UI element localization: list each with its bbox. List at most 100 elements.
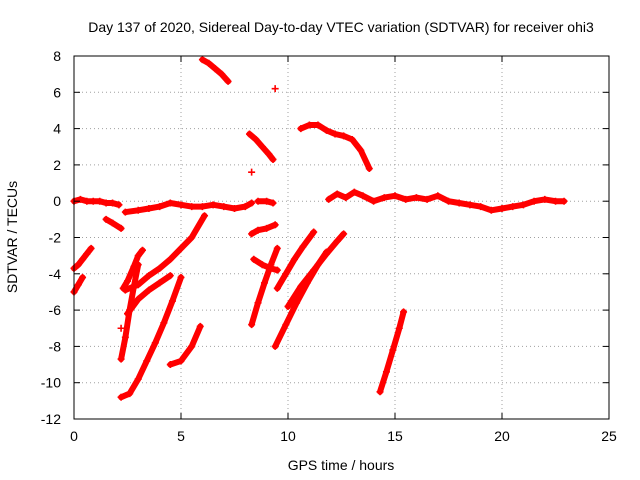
data-point [254,226,262,234]
data-point [134,252,142,260]
data-point [248,199,256,207]
x-tick-label: 10 [280,428,296,444]
data-point [273,266,281,274]
data-point [434,192,442,200]
data-point [121,286,129,294]
data-point [284,302,292,310]
series-rise-1.5-2.2 [102,215,125,232]
data-point [487,206,495,214]
data-point [258,261,266,269]
series-arc-6.0-7.2 [198,56,232,85]
data-point [297,125,305,133]
data-point [340,230,348,238]
data-point [126,390,134,398]
data-point [121,208,129,216]
data-point [445,197,452,205]
y-tick-label: -4 [49,266,62,282]
data-point [423,195,431,203]
data-point [117,355,125,363]
data-point [498,204,506,212]
data-point [115,201,123,209]
data-point [380,194,388,202]
y-tick-label: 2 [53,157,61,173]
data-point [265,150,273,158]
series-band-2.4-8.3 [121,199,256,216]
series-rise-2.4-6.1 [121,212,209,294]
data-point [121,333,129,341]
data-point [241,203,249,211]
x-tick-label: 20 [494,428,510,444]
data-point [267,261,275,269]
data-point [211,65,219,73]
axis-ticks: 0 5 10 15 20 25 -12 -10 -8 -6 -4 -2 0 2 4 6 8 [41,48,617,444]
series-fall-8.2-9.3 [245,130,277,163]
series-rise-9.5-11.2 [273,228,318,292]
grid [74,56,609,419]
data-point [541,195,549,203]
data-point [376,388,384,396]
data-point [166,361,174,369]
x-axis-label: GPS time / hours [288,457,395,473]
data-point [400,308,408,316]
data-point [89,197,97,205]
data-point [198,203,206,211]
y-tick-label: -12 [41,411,61,427]
y-tick-label: 0 [53,193,61,209]
data-point [245,130,253,138]
data-point [134,206,142,214]
y-tick-label: 6 [53,84,61,100]
series-trace [118,274,184,401]
data-point [130,263,138,271]
data-point [299,243,307,251]
data-point [254,299,262,307]
data-point [76,195,84,203]
data-point [166,272,174,280]
data-point [325,195,333,203]
y-tick-label: 8 [53,48,61,64]
data-point [117,324,125,332]
data-point [342,194,350,202]
x-tick-label: 0 [70,428,78,444]
series-trace [248,221,279,237]
y-tick-label: -10 [41,375,61,391]
data-series [70,56,568,401]
data-point [269,155,277,163]
y-tick-label: 4 [53,121,61,137]
data-point [117,224,125,232]
data-point [271,85,279,93]
data-point [333,237,341,245]
data-point [201,212,209,220]
y-axis-label: SDTVAR / TECUs [4,181,20,293]
data-point [273,284,281,292]
data-point [156,264,164,272]
data-point [365,165,373,173]
data-point [83,250,91,258]
data-point [323,126,331,134]
series-rise-2.2-5.0 [117,273,185,401]
data-point [382,368,390,376]
series-dot-9.4 [271,85,279,93]
data-point [389,346,397,354]
data-point [402,195,410,203]
data-point [220,203,228,211]
data-point [250,255,258,263]
series-rise-2.5-4.5 [124,272,174,318]
series-rise-14.3-15.4 [376,308,408,396]
data-point [134,281,142,289]
data-point [145,204,153,212]
series-trace [167,323,204,368]
data-point [273,244,281,252]
data-point [340,132,348,140]
data-point [109,219,117,227]
data-point [248,230,256,238]
data-point [310,228,318,236]
data-point [254,197,262,205]
series-dot-2.2 [117,324,125,332]
series-band-8.6-9.3 [254,197,277,207]
data-point [224,77,232,85]
data-point [477,203,485,211]
data-point [297,283,305,291]
data-point [271,342,279,350]
data-point [412,194,420,202]
